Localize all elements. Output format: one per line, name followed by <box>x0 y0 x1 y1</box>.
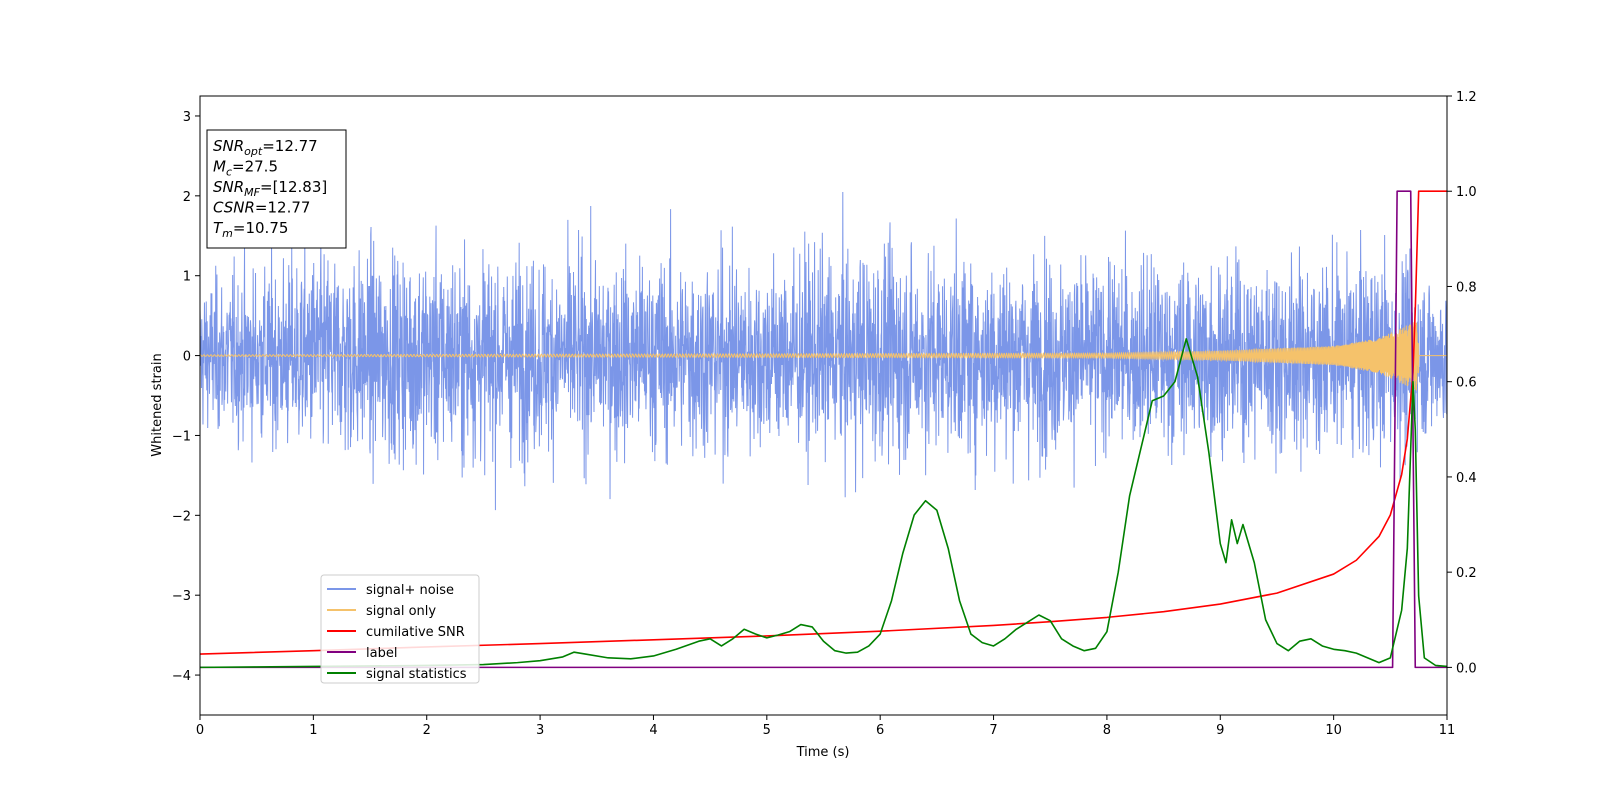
x-axis: 0 1 2 3 4 5 6 7 8 9 10 11 <box>196 715 1455 738</box>
series-cumilative-snr <box>200 190 1447 655</box>
series-label <box>200 190 1447 669</box>
y-right-tick-label: 0.6 <box>1456 376 1477 391</box>
y-axis-right: 1.2 1.0 0.8 0.6 0.4 0.2 0.0 <box>1447 90 1477 676</box>
x-tick-label: 3 <box>536 723 544 738</box>
annotation-line: Tm=10.75 <box>213 219 288 240</box>
legend-label: signal statistics <box>366 667 467 682</box>
y-axis-label: Whitened strain <box>150 353 165 456</box>
series-signal-only <box>200 322 1447 391</box>
y-right-tick-label: 0.2 <box>1456 566 1477 581</box>
y-right-tick-label: 0.8 <box>1456 280 1477 295</box>
y-left-tick-label: 3 <box>183 110 191 125</box>
y-left-tick-label: −3 <box>172 589 191 604</box>
y-right-tick-label: 1.0 <box>1456 185 1477 200</box>
x-tick-label: 9 <box>1216 723 1224 738</box>
x-tick-label: 1 <box>309 723 317 738</box>
annotation-line: Mc=27.5 <box>213 158 278 179</box>
x-tick-label: 7 <box>989 723 997 738</box>
y-left-tick-label: −4 <box>172 669 191 684</box>
legend: signal+ noise signal only cumilative SNR la… <box>320 574 480 684</box>
series-signal-noise <box>200 192 1447 511</box>
x-tick-label: 4 <box>649 723 657 738</box>
legend-frame <box>320 574 480 684</box>
annotation-line: CSNR=12.77 <box>213 199 310 217</box>
x-tick-label: 6 <box>876 723 884 738</box>
legend-label: cumilative SNR <box>366 625 465 640</box>
plot-frame <box>199 95 1448 716</box>
series-signal-statistics <box>200 338 1447 669</box>
annotation-frame <box>206 129 347 249</box>
annotation-line: SNRMF=[12.83] <box>213 178 327 199</box>
y-left-tick-label: −1 <box>172 429 191 444</box>
plot-area <box>200 190 1447 669</box>
y-left-tick-label: 2 <box>183 190 191 205</box>
y-axis-left: 3 2 1 0 −1 −2 −3 −4 <box>172 110 200 684</box>
y-right-tick-label: 1.2 <box>1456 90 1477 105</box>
legend-label: signal+ noise <box>366 583 454 598</box>
annotation-line: SNRopt=12.77 <box>213 137 318 158</box>
y-left-tick-label: 0 <box>183 350 191 365</box>
x-tick-label: 10 <box>1325 723 1342 738</box>
y-right-tick-label: 0.0 <box>1456 661 1477 676</box>
x-axis-label: Time (s) <box>796 745 850 760</box>
x-tick-label: 0 <box>196 723 204 738</box>
y-left-tick-label: −2 <box>172 509 191 524</box>
annotation-box: SNRopt=12.77Mc=27.5SNRMF=[12.83]CSNR=12.… <box>206 129 347 249</box>
legend-label: signal only <box>366 604 436 619</box>
x-tick-label: 2 <box>423 723 431 738</box>
x-tick-label: 5 <box>763 723 771 738</box>
legend-label: label <box>366 646 397 661</box>
x-tick-label: 8 <box>1103 723 1111 738</box>
x-tick-label: 11 <box>1439 723 1456 738</box>
y-right-tick-label: 0.4 <box>1456 471 1477 486</box>
y-left-tick-label: 1 <box>183 270 191 285</box>
